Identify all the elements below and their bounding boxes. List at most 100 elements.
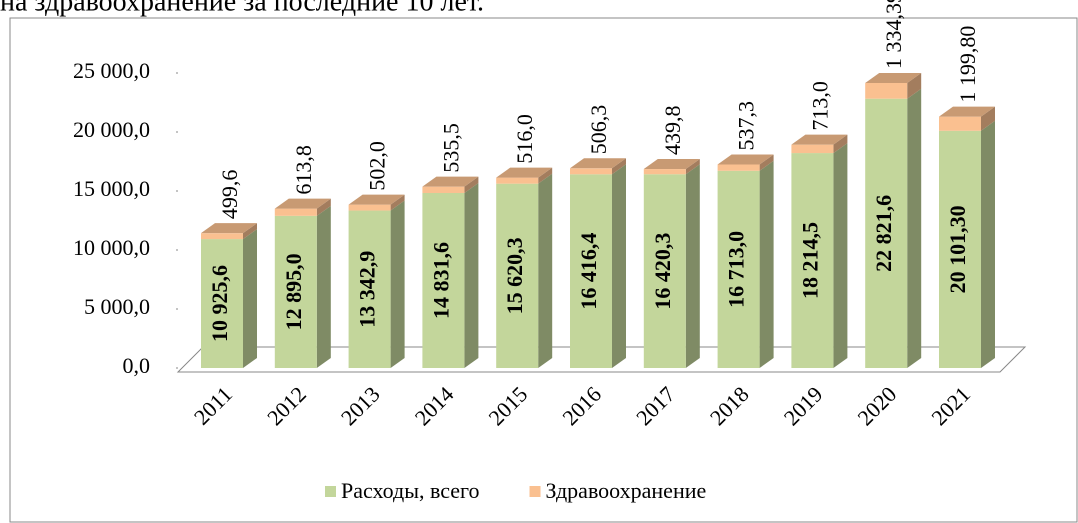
- bar-side: [981, 106, 995, 131]
- bar-top: [865, 72, 922, 83]
- y-tick-label: 20 000,0: [73, 117, 150, 142]
- bar: [865, 82, 908, 99]
- x-tick-label: 2021: [926, 381, 975, 430]
- data-label: 713,0: [807, 81, 832, 131]
- bar-side: [538, 173, 553, 368]
- data-label: 535,5: [438, 123, 463, 173]
- chart-frame: [9, 17, 1078, 523]
- x-tick-label: 2015: [484, 381, 533, 430]
- bar: [717, 164, 760, 171]
- bar-side: [538, 167, 553, 184]
- legend-swatch: [529, 486, 541, 497]
- bar-side: [759, 160, 774, 368]
- y-tick-label: 15 000,0: [73, 176, 150, 201]
- bar-side: [243, 229, 257, 368]
- bar: [643, 174, 686, 368]
- data-label: 16 416,4: [576, 233, 601, 310]
- bar: [274, 215, 317, 368]
- bar: [717, 170, 760, 368]
- bar-top: [939, 106, 995, 117]
- data-label: 1 199,80: [955, 26, 980, 103]
- bar-top: [643, 159, 700, 170]
- x-tick-label: 2011: [189, 381, 237, 429]
- bar: [865, 98, 908, 369]
- data-label: 16 420,3: [650, 233, 675, 310]
- data-label: 22 821,6: [871, 195, 896, 272]
- bar-side: [907, 72, 922, 99]
- data-label: 516,0: [512, 114, 537, 164]
- bar: [348, 204, 391, 211]
- bar-side: [907, 88, 922, 369]
- bar: [201, 233, 243, 240]
- data-label: 20 101,30: [945, 205, 970, 293]
- data-label: 15 620,3: [502, 237, 527, 314]
- x-tick-label: 2013: [336, 381, 385, 430]
- bar-side: [685, 159, 700, 175]
- heading: на здравоохранение за последние 10 лет.: [0, 0, 484, 17]
- bar: [201, 239, 243, 368]
- bar-side: [464, 176, 479, 193]
- bar-side: [316, 198, 331, 216]
- bar-side: [390, 200, 405, 368]
- data-label: 502,0: [365, 141, 390, 191]
- data-label: 14 831,6: [428, 242, 453, 319]
- bar: [643, 169, 686, 175]
- x-tick-label: 2012: [262, 381, 311, 430]
- bar-top: [496, 167, 553, 178]
- data-label: 13 342,9: [355, 251, 380, 328]
- bar: [274, 208, 317, 216]
- bar: [496, 177, 539, 184]
- bar-top: [201, 223, 257, 234]
- bar-top: [717, 154, 774, 165]
- x-tick-label: 2020: [853, 381, 902, 430]
- bar: [791, 153, 834, 368]
- bar-side: [243, 223, 257, 240]
- data-label: 499,6: [217, 170, 242, 220]
- bar-side: [833, 143, 848, 368]
- bar: [422, 186, 465, 193]
- bar-side: [833, 134, 848, 154]
- y-tick-label: 10 000,0: [73, 235, 150, 260]
- data-label: 1 334,39: [881, 0, 906, 69]
- bar: [422, 192, 465, 368]
- x-tick-label: 2017: [631, 381, 680, 430]
- y-tick-label: 5 000,0: [84, 294, 150, 319]
- x-tick-label: 2019: [779, 381, 828, 430]
- bar-top: [570, 158, 626, 169]
- bar-side: [316, 205, 331, 368]
- bar: [939, 130, 981, 368]
- bar: [496, 183, 539, 368]
- bar: [791, 144, 834, 154]
- data-label: 537,3: [734, 101, 759, 151]
- bar: [570, 174, 612, 368]
- bar-top: [274, 198, 331, 209]
- data-label: 12 895,0: [281, 253, 306, 330]
- data-label: 16 713,0: [724, 231, 749, 308]
- y-tick-label: 25 000,0: [73, 58, 150, 83]
- bar-side: [685, 164, 700, 368]
- legend-label: Здравоохранение: [546, 478, 707, 503]
- bar: [939, 116, 981, 131]
- data-label: 439,8: [660, 106, 685, 156]
- x-tick-label: 2018: [705, 381, 754, 430]
- legend-label: Расходы, всего: [341, 478, 480, 503]
- bar: [570, 168, 612, 175]
- data-label: 613,8: [291, 145, 316, 195]
- y-tick-label: 0,0: [123, 353, 151, 378]
- x-tick-label: 2016: [557, 381, 606, 430]
- bar-side: [612, 158, 626, 175]
- data-label: 10 925,6: [207, 265, 232, 342]
- bar-side: [612, 164, 626, 368]
- bar-side: [759, 154, 774, 171]
- bar-top: [348, 194, 405, 205]
- data-label: 18 214,5: [797, 222, 822, 299]
- bar-side: [981, 120, 995, 368]
- floor: [176, 346, 1027, 373]
- bar: [348, 210, 391, 368]
- bar-side: [390, 194, 405, 211]
- x-tick-label: 2014: [410, 381, 459, 430]
- bar-top: [422, 176, 479, 187]
- bar-side: [464, 182, 479, 368]
